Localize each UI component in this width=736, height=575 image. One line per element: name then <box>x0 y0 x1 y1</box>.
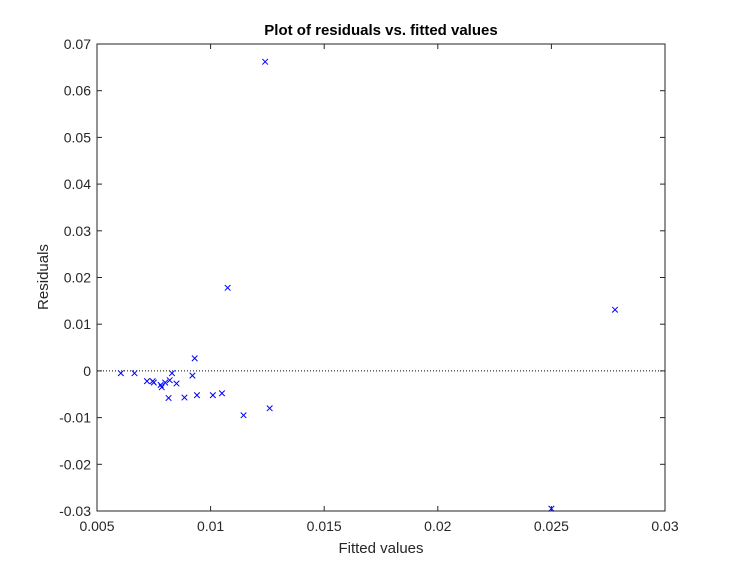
data-point <box>181 394 188 401</box>
data-point <box>143 378 151 385</box>
data-point <box>209 392 217 399</box>
y-tick-label: 0 <box>83 363 91 379</box>
data-point <box>162 379 169 386</box>
data-point <box>173 380 180 387</box>
y-axis-label: Residuals <box>35 244 52 310</box>
data-point <box>166 377 173 384</box>
y-tick-label: -0.01 <box>59 410 91 426</box>
y-tick-label: 0.05 <box>64 129 91 145</box>
y-tick-label: 0.01 <box>64 316 91 332</box>
y-tick-label: 0.04 <box>64 176 91 192</box>
data-point <box>224 284 231 291</box>
chart-title: Plot of residuals vs. fitted values <box>264 22 497 39</box>
residual-points <box>117 58 619 512</box>
x-tick-label: 0.015 <box>307 518 342 534</box>
y-tick-label: -0.02 <box>59 456 91 472</box>
data-point <box>261 58 269 65</box>
x-tick-label: 0.025 <box>534 518 569 534</box>
x-tick-label: 0.01 <box>197 518 224 534</box>
y-tick-label: 0.03 <box>64 223 91 239</box>
data-point <box>266 405 273 412</box>
x-axis-label: Fitted values <box>338 540 423 557</box>
plot-area <box>96 43 666 512</box>
data-point <box>193 392 201 399</box>
data-point <box>548 505 555 512</box>
data-point <box>165 394 172 402</box>
x-tick-label: 0.02 <box>424 518 451 534</box>
data-point <box>158 384 165 391</box>
y-tick-label: 0.06 <box>64 83 91 99</box>
data-point <box>240 412 247 419</box>
y-tick-label: 0.07 <box>64 36 91 52</box>
data-point <box>131 370 138 377</box>
data-point <box>168 370 176 377</box>
data-point <box>611 306 619 313</box>
data-point <box>218 390 226 397</box>
y-axis: -0.03 -0.02 -0.01 0 0.01 0.02 0.03 0.04 0.05 0.06… <box>59 36 665 519</box>
y-tick-label: -0.03 <box>59 503 91 519</box>
x-tick-label: 0.005 <box>79 518 114 534</box>
y-tick-label: 0.02 <box>64 270 91 286</box>
data-point <box>150 379 157 386</box>
x-tick-label: 0.03 <box>651 518 678 534</box>
data-point <box>189 372 196 379</box>
x-axis: 0.005 0.01 0.015 0.02 0.025 0.03 <box>79 44 679 534</box>
data-point <box>117 370 125 377</box>
data-point <box>191 355 198 362</box>
